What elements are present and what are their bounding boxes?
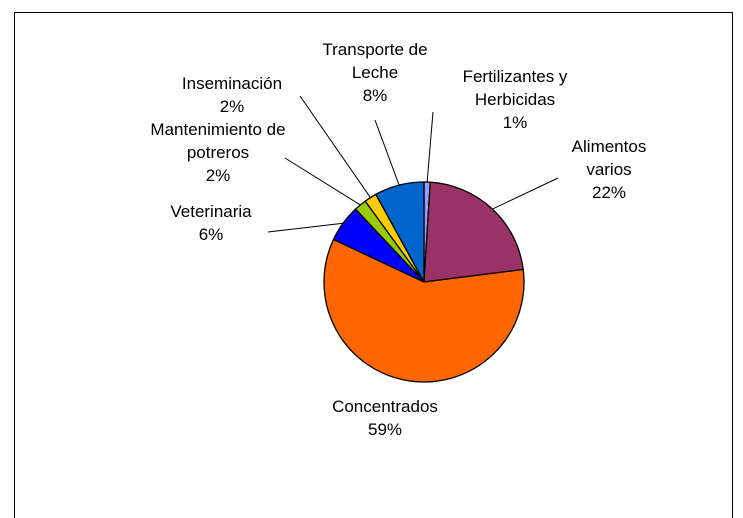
slice-label-value: 8% bbox=[362, 86, 388, 105]
slice-label-value: 2% bbox=[205, 166, 231, 185]
slice-label-value: 2% bbox=[219, 97, 245, 116]
leader-line bbox=[426, 111, 434, 183]
slice-label-value: 22% bbox=[591, 183, 627, 202]
slice-label-value: 1% bbox=[502, 113, 528, 132]
slice-label-name: Concentrados bbox=[332, 397, 438, 416]
slice-label-name: Mantenimiento de potreros bbox=[150, 120, 286, 162]
pie-slice bbox=[374, 181, 425, 283]
pie-slice bbox=[423, 181, 524, 283]
leader-line bbox=[492, 177, 559, 210]
leader-line bbox=[374, 119, 400, 186]
leader-line bbox=[284, 157, 361, 206]
leader-line bbox=[299, 95, 371, 198]
slice-label-value: 59% bbox=[367, 420, 403, 439]
slice-label-name: Alimentos varios bbox=[571, 137, 647, 179]
slice-label-name: Inseminación bbox=[181, 74, 283, 93]
slice-label-name: Transporte de Leche bbox=[322, 40, 428, 82]
slice-label-name: Fertilizantes y Herbicidas bbox=[462, 67, 568, 109]
pie-slice bbox=[323, 238, 525, 383]
leader-line bbox=[267, 222, 344, 233]
slice-label-name: Veterinaria bbox=[170, 202, 252, 221]
slice-label-value: 6% bbox=[198, 225, 224, 244]
